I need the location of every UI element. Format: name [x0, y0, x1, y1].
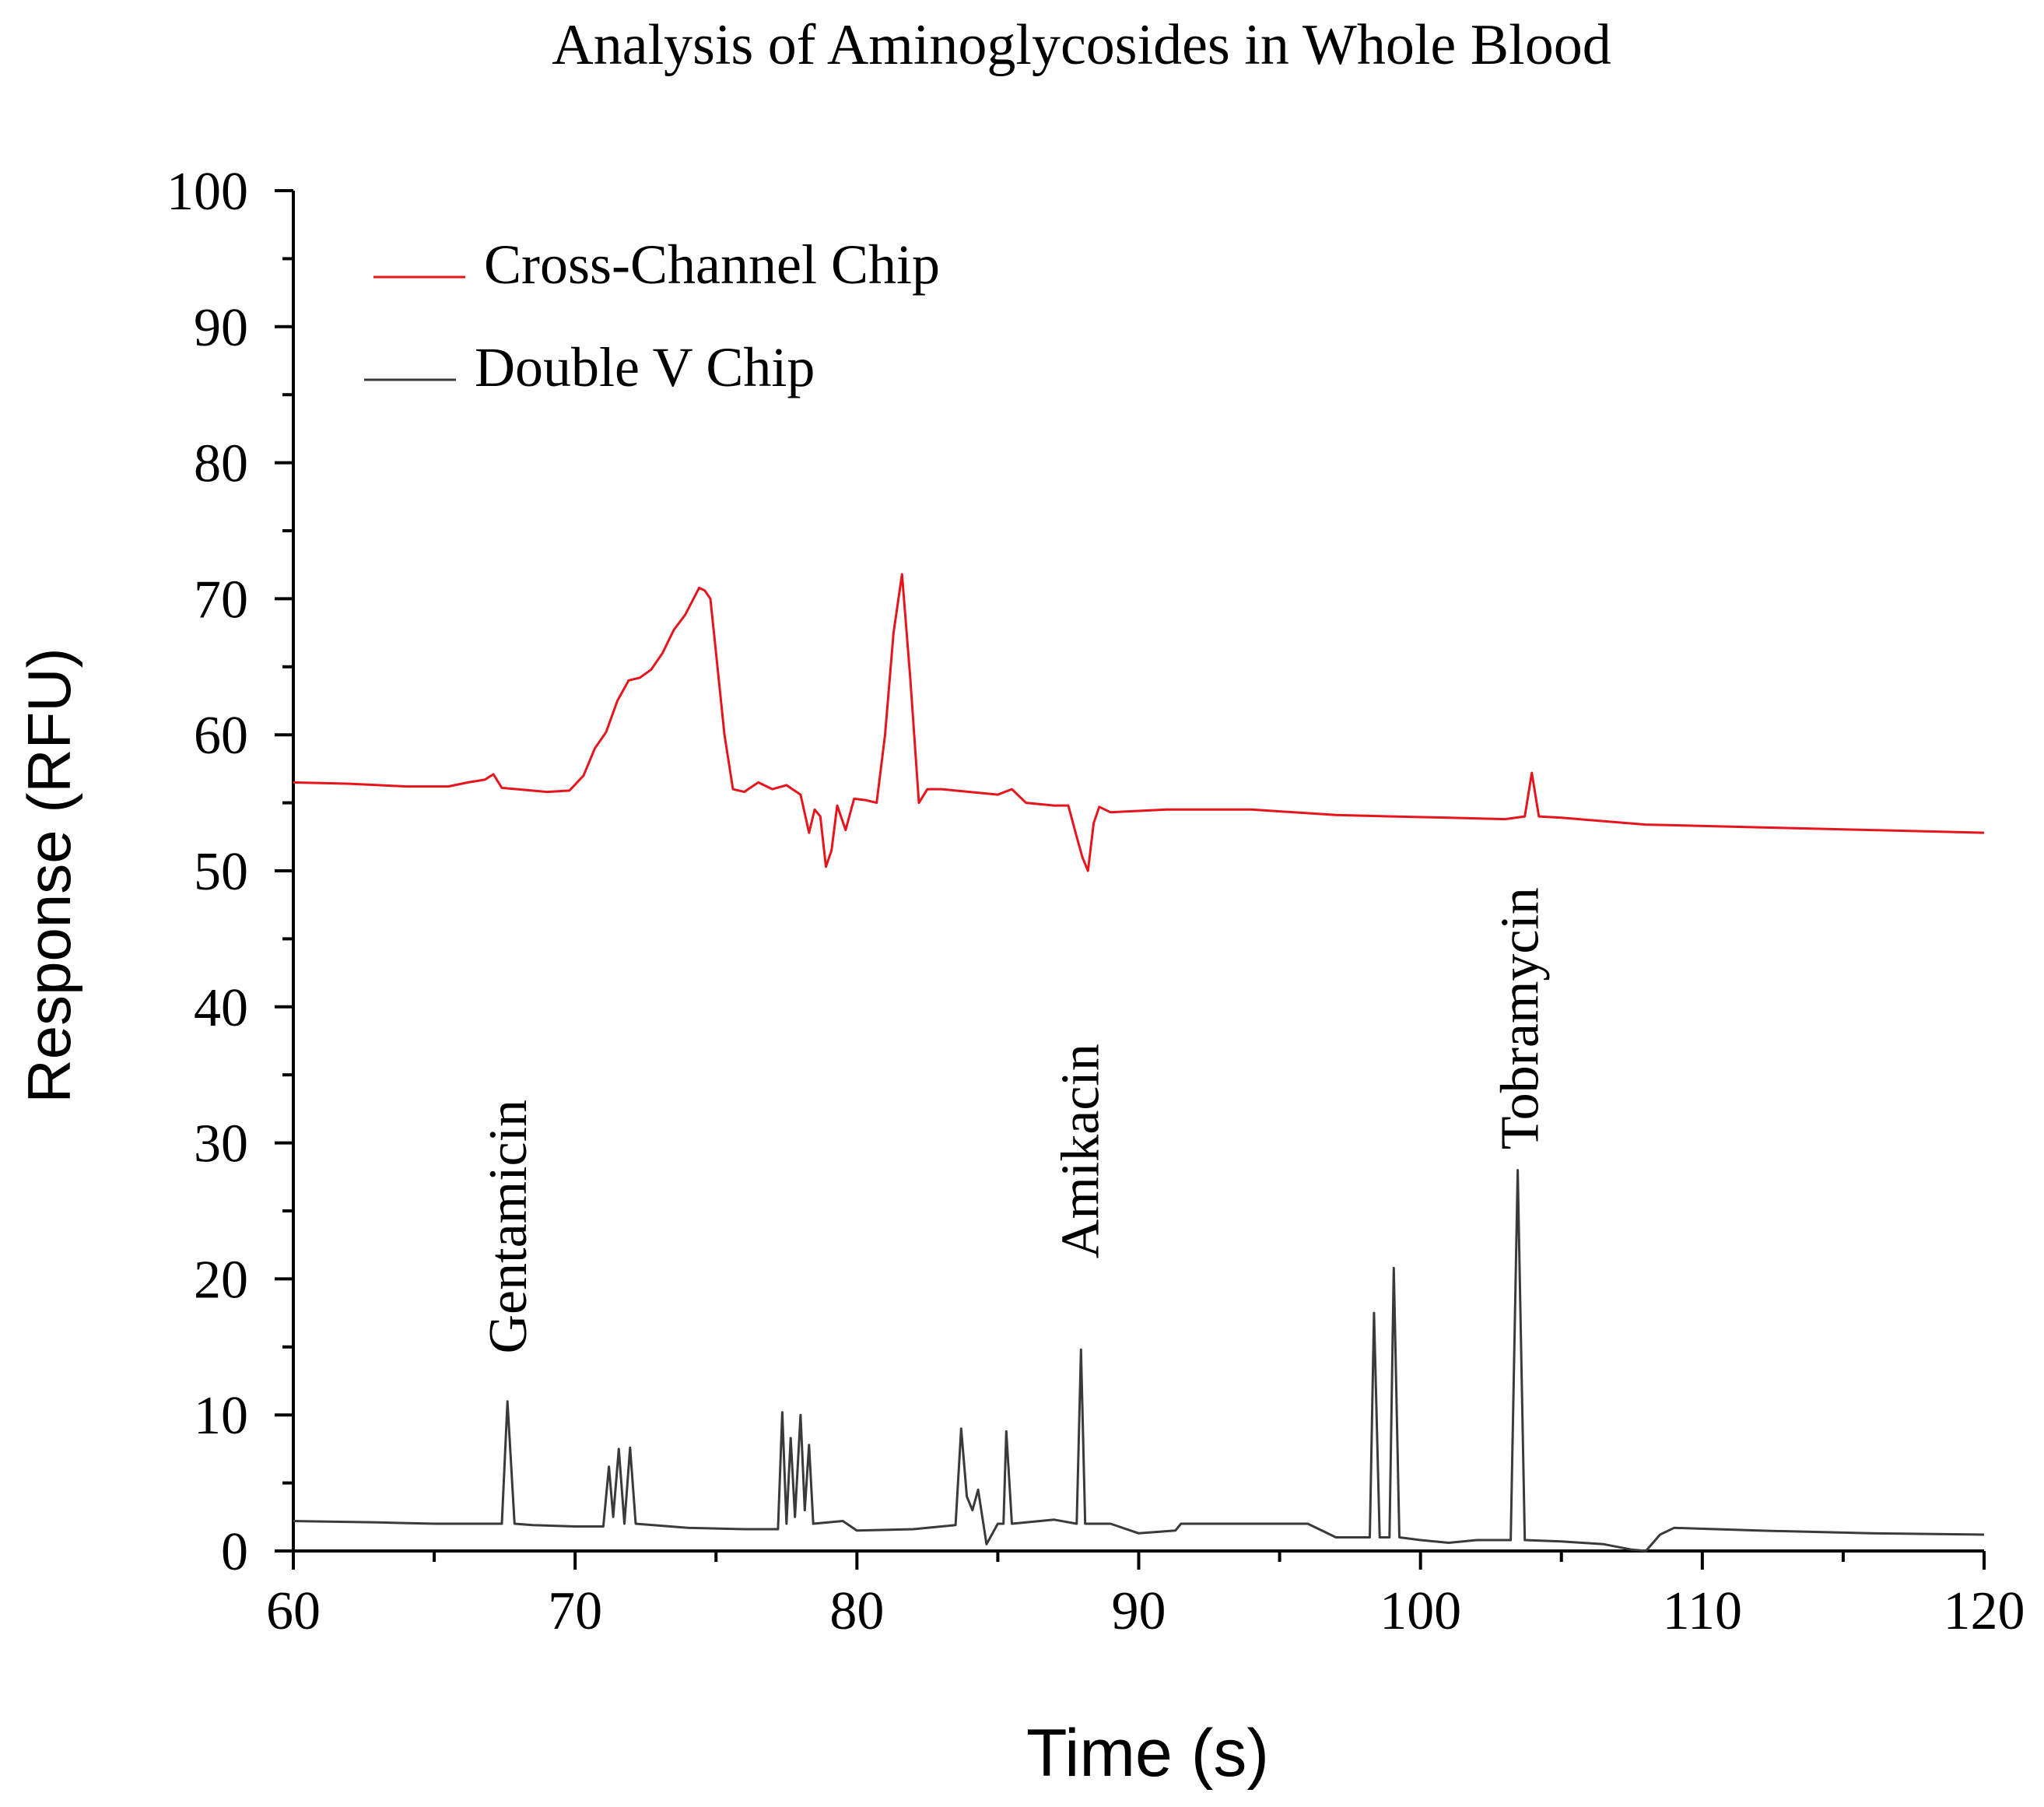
- y-axis-label: Response (RFU): [15, 647, 83, 1103]
- y-tick-label: 70: [194, 570, 248, 630]
- y-tick-label: 80: [194, 434, 248, 494]
- series-layer: [293, 573, 1985, 1553]
- legend-label-double-v: Double V Chip: [475, 336, 815, 398]
- legend: Cross-Channel Chip Double V Chip: [364, 233, 940, 398]
- x-tick-label: 100: [1380, 1581, 1461, 1641]
- x-tick-label: 120: [1944, 1581, 2025, 1641]
- annotation-layer: Gentamicin Amikacin Tobramycin: [479, 887, 1550, 1353]
- y-tick-label: 60: [194, 706, 248, 766]
- y-tick-label: 0: [221, 1522, 248, 1582]
- axes: 60 70 80 90 100 110 120 0 10 20 30 40 50 60 70 80 90 100: [167, 162, 2025, 1641]
- annotation-tobramycin: Tobramycin: [1490, 887, 1550, 1149]
- x-tick-label: 80: [829, 1581, 884, 1641]
- series-line-double-v: [293, 1169, 1985, 1553]
- y-tick-label: 50: [194, 842, 248, 902]
- y-tick-label: 90: [194, 298, 248, 358]
- legend-label-cross-channel: Cross-Channel Chip: [484, 233, 940, 296]
- x-tick-label: 110: [1663, 1581, 1742, 1641]
- annotation-gentamicin: Gentamicin: [479, 1100, 538, 1354]
- x-axis-label: Time (s): [1026, 1716, 1269, 1791]
- y-tick-label: 30: [194, 1114, 248, 1174]
- x-tick-label: 90: [1112, 1581, 1166, 1641]
- x-tick-label: 70: [548, 1581, 602, 1641]
- y-tick-label: 10: [194, 1386, 248, 1446]
- chart-title: Analysis of Aminoglycosides in Whole Blo…: [552, 13, 1611, 77]
- x-tick-label: 60: [266, 1581, 321, 1641]
- y-tick-label: 40: [194, 978, 248, 1038]
- series-line-cross-channel: [293, 573, 1985, 872]
- y-tick-label: 100: [167, 162, 248, 222]
- annotation-amikacin: Amikacin: [1050, 1044, 1110, 1258]
- y-tick-label: 20: [194, 1250, 248, 1310]
